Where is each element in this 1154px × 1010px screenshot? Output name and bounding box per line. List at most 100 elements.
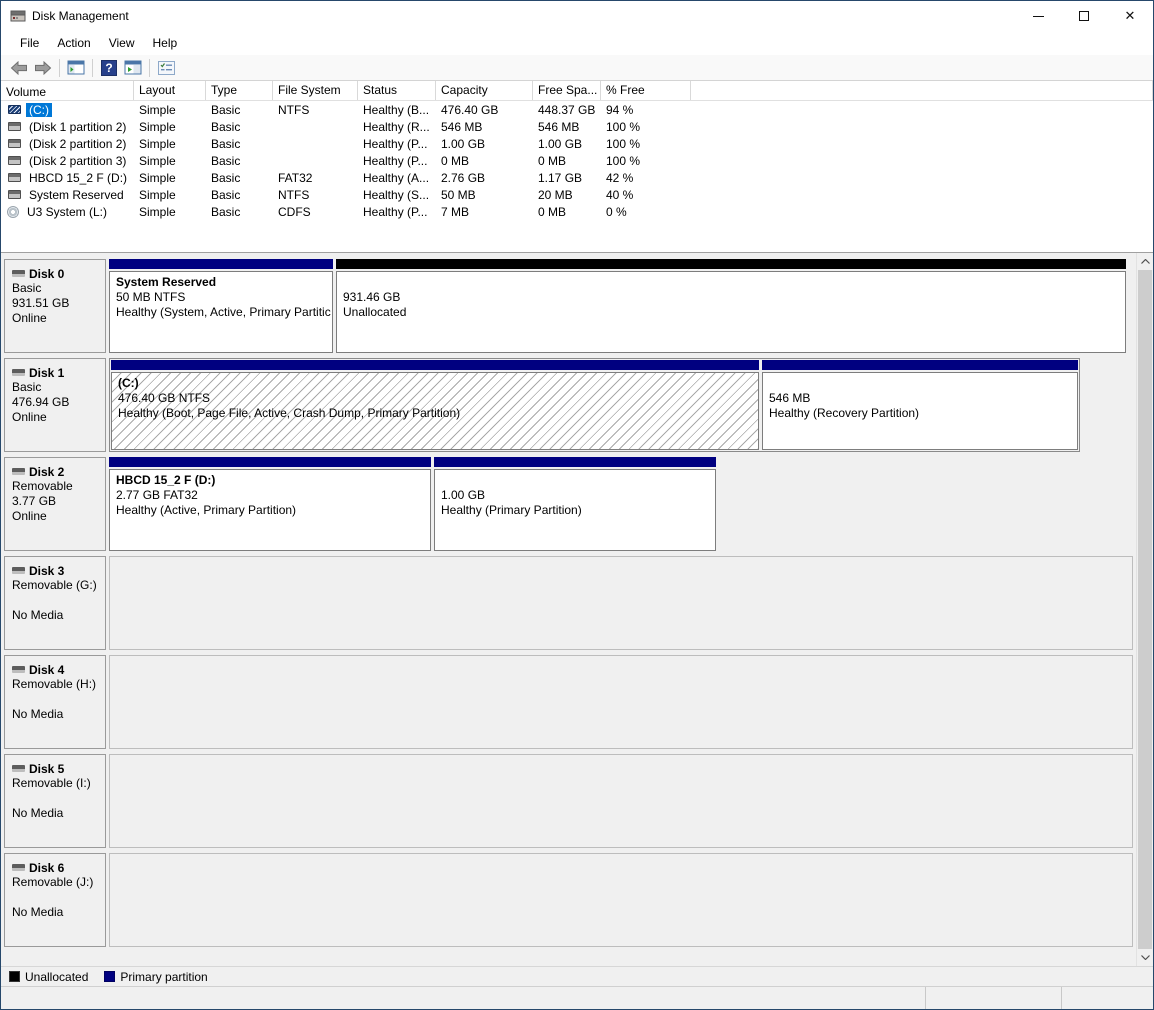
column-header-capacity[interactable]: Capacity	[436, 81, 533, 100]
partition-c-drive[interactable]: (C:) 476.40 GB NTFS Healthy (Boot, Page …	[111, 360, 759, 450]
app-icon	[10, 8, 26, 24]
table-row[interactable]: HBCD 15_2 F (D:) Simple Basic FAT32 Heal…	[1, 169, 1153, 186]
title-bar[interactable]: Disk Management ✕	[1, 1, 1153, 31]
partition-status: Healthy (Boot, Page File, Active, Crash …	[118, 406, 461, 420]
cell-capacity: 476.40 GB	[441, 102, 499, 117]
legend-label: Unallocated	[25, 969, 89, 984]
partition-hbcd[interactable]: HBCD 15_2 F (D:) 2.77 GB FAT32 Healthy (…	[109, 457, 431, 551]
table-header: Volume Layout Type File System Status Ca…	[1, 81, 1153, 101]
cell-freespace: 1.17 GB	[538, 170, 583, 185]
menu-help[interactable]: Help	[152, 36, 178, 50]
disk-label-disk4[interactable]: Disk 4 Removable (H:) No Media	[4, 655, 106, 749]
cell-type: Basic	[211, 204, 241, 219]
disk-size	[12, 593, 103, 608]
partition-color-bar	[336, 259, 1126, 269]
status-bar	[1, 986, 1153, 1009]
disk-label-disk1[interactable]: Disk 1 Basic 476.94 GB Online	[4, 358, 106, 452]
partition-status: Unallocated	[343, 305, 407, 319]
cell-filesystem: FAT32	[278, 170, 313, 185]
cell-pctfree: 0 %	[606, 204, 627, 219]
show-console-tree-icon[interactable]	[64, 57, 88, 79]
cell-pctfree: 40 %	[606, 187, 634, 202]
cell-freespace: 1.00 GB	[538, 136, 583, 151]
disk-name: Disk 1	[29, 365, 65, 380]
column-header-freespace[interactable]: Free Spa...	[533, 81, 601, 100]
disk-name: Disk 2	[29, 464, 65, 479]
forward-icon[interactable]	[31, 57, 55, 79]
cell-layout: Simple	[139, 102, 176, 117]
disk-label-disk5[interactable]: Disk 5 Removable (I:) No Media	[4, 754, 106, 848]
partition-system-reserved[interactable]: System Reserved 50 MB NTFS Healthy (Syst…	[109, 259, 333, 353]
cell-pctfree: 94 %	[606, 102, 634, 117]
disk-row-disk2: Disk 2 Removable 3.77 GB Online HBCD 15_…	[4, 457, 1133, 551]
disk-type: Removable	[12, 479, 73, 493]
no-media-area[interactable]	[109, 754, 1133, 848]
vertical-scrollbar[interactable]	[1136, 253, 1153, 966]
partition-color-bar	[109, 457, 431, 467]
scrollbar-thumb[interactable]	[1138, 270, 1152, 949]
help-icon[interactable]: ?	[97, 57, 121, 79]
show-action-pane-icon[interactable]	[121, 57, 145, 79]
menu-view[interactable]: View	[108, 36, 135, 50]
table-row[interactable]: (C:) Simple Basic NTFS Healthy (B... 476…	[1, 101, 1153, 118]
disk-row-disk0: Disk 0 Basic 931.51 GB Online System Res…	[4, 259, 1133, 353]
menu-action[interactable]: Action	[57, 36, 91, 50]
disk-icon	[12, 864, 25, 871]
cell-status: Healthy (R...	[363, 119, 430, 134]
table-row[interactable]: (Disk 2 partition 3) Simple Basic Health…	[1, 152, 1153, 169]
cell-freespace: 0 MB	[538, 204, 567, 219]
maximize-button[interactable]	[1061, 1, 1107, 31]
disk-type: Basic	[12, 380, 42, 394]
disk-status: Online	[12, 311, 47, 325]
partition-title: System Reserved	[116, 275, 217, 289]
cell-freespace: 0 MB	[538, 153, 567, 168]
cell-layout: Simple	[139, 136, 176, 151]
disk-label-disk0[interactable]: Disk 0 Basic 931.51 GB Online	[4, 259, 106, 353]
close-button[interactable]: ✕	[1124, 8, 1136, 23]
menu-file[interactable]: File	[20, 36, 40, 50]
disk-status: Online	[12, 509, 47, 523]
cell-type: Basic	[211, 170, 241, 185]
disk-label-disk3[interactable]: Disk 3 Removable (G:) No Media	[4, 556, 106, 650]
scroll-down-icon[interactable]	[1137, 949, 1153, 966]
disk-name: Disk 5	[29, 761, 65, 776]
partition-title	[441, 473, 715, 488]
column-header-type[interactable]: Type	[206, 81, 273, 100]
list-view-icon[interactable]	[154, 57, 178, 79]
cell-status: Healthy (P...	[363, 153, 428, 168]
back-icon[interactable]	[7, 57, 31, 79]
column-header-layout[interactable]: Layout	[134, 81, 206, 100]
cell-filesystem: NTFS	[278, 187, 310, 202]
disk-icon	[12, 369, 25, 376]
disk-label-disk2[interactable]: Disk 2 Removable 3.77 GB Online	[4, 457, 106, 551]
column-header-status[interactable]: Status	[358, 81, 436, 100]
volume-list-pane: Volume Layout Type File System Status Ca…	[1, 81, 1153, 253]
toolbar-separator	[59, 58, 60, 77]
table-row[interactable]: U3 System (L:) Simple Basic CDFS Healthy…	[1, 203, 1153, 220]
disk-status: No Media	[12, 608, 64, 622]
cell-status: Healthy (S...	[363, 187, 430, 202]
svg-text:?: ?	[105, 61, 112, 75]
partition-1gb[interactable]: 1.00 GB Healthy (Primary Partition)	[434, 457, 716, 551]
table-row[interactable]: (Disk 2 partition 2) Simple Basic Health…	[1, 135, 1153, 152]
cell-capacity: 7 MB	[441, 204, 470, 219]
cell-layout: Simple	[139, 119, 176, 134]
column-header-pctfree[interactable]: % Free	[601, 81, 691, 100]
volume-name: System Reserved	[29, 187, 124, 202]
column-header-volume[interactable]: Volume	[1, 81, 134, 100]
table-row[interactable]: System Reserved Simple Basic NTFS Health…	[1, 186, 1153, 203]
no-media-area[interactable]	[109, 556, 1133, 650]
volume-name: (C:)	[26, 102, 52, 117]
disk-label-disk6[interactable]: Disk 6 Removable (J:) No Media	[4, 853, 106, 947]
partition-unallocated[interactable]: 931.46 GB Unallocated	[336, 259, 1126, 353]
table-row[interactable]: (Disk 1 partition 2) Simple Basic Health…	[1, 118, 1153, 135]
cell-capacity: 0 MB	[441, 153, 470, 168]
scroll-up-icon[interactable]	[1137, 253, 1153, 270]
column-header-filesystem[interactable]: File System	[273, 81, 358, 100]
partition-recovery[interactable]: 546 MB Healthy (Recovery Partition)	[762, 360, 1078, 450]
minimize-button[interactable]	[1015, 1, 1061, 31]
partition-color-bar	[111, 360, 759, 370]
disk-type: Basic	[12, 281, 42, 295]
no-media-area[interactable]	[109, 655, 1133, 749]
no-media-area[interactable]	[109, 853, 1133, 947]
